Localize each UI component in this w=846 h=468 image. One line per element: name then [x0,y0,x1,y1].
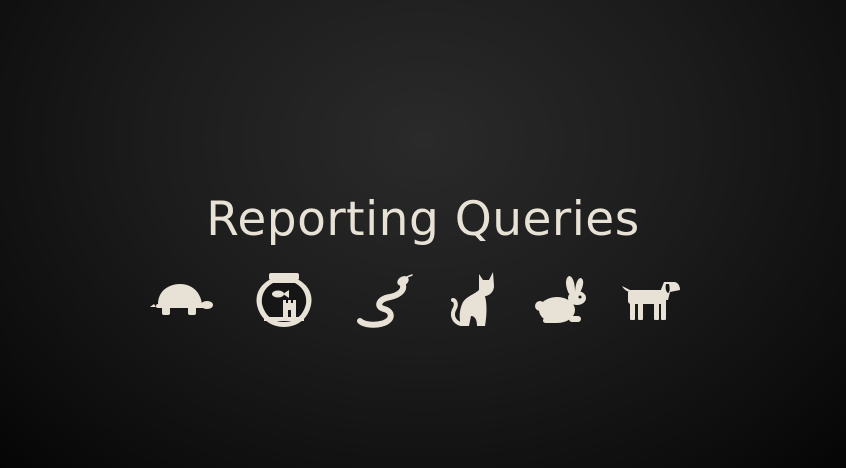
fishbowl-icon [255,271,313,329]
dog-icon [620,280,682,322]
snake-icon [356,271,416,331]
cat-icon [449,270,497,330]
slide-title: Reporting Queries [206,192,640,247]
turtle-icon [150,280,214,320]
rabbit-icon [535,274,591,326]
